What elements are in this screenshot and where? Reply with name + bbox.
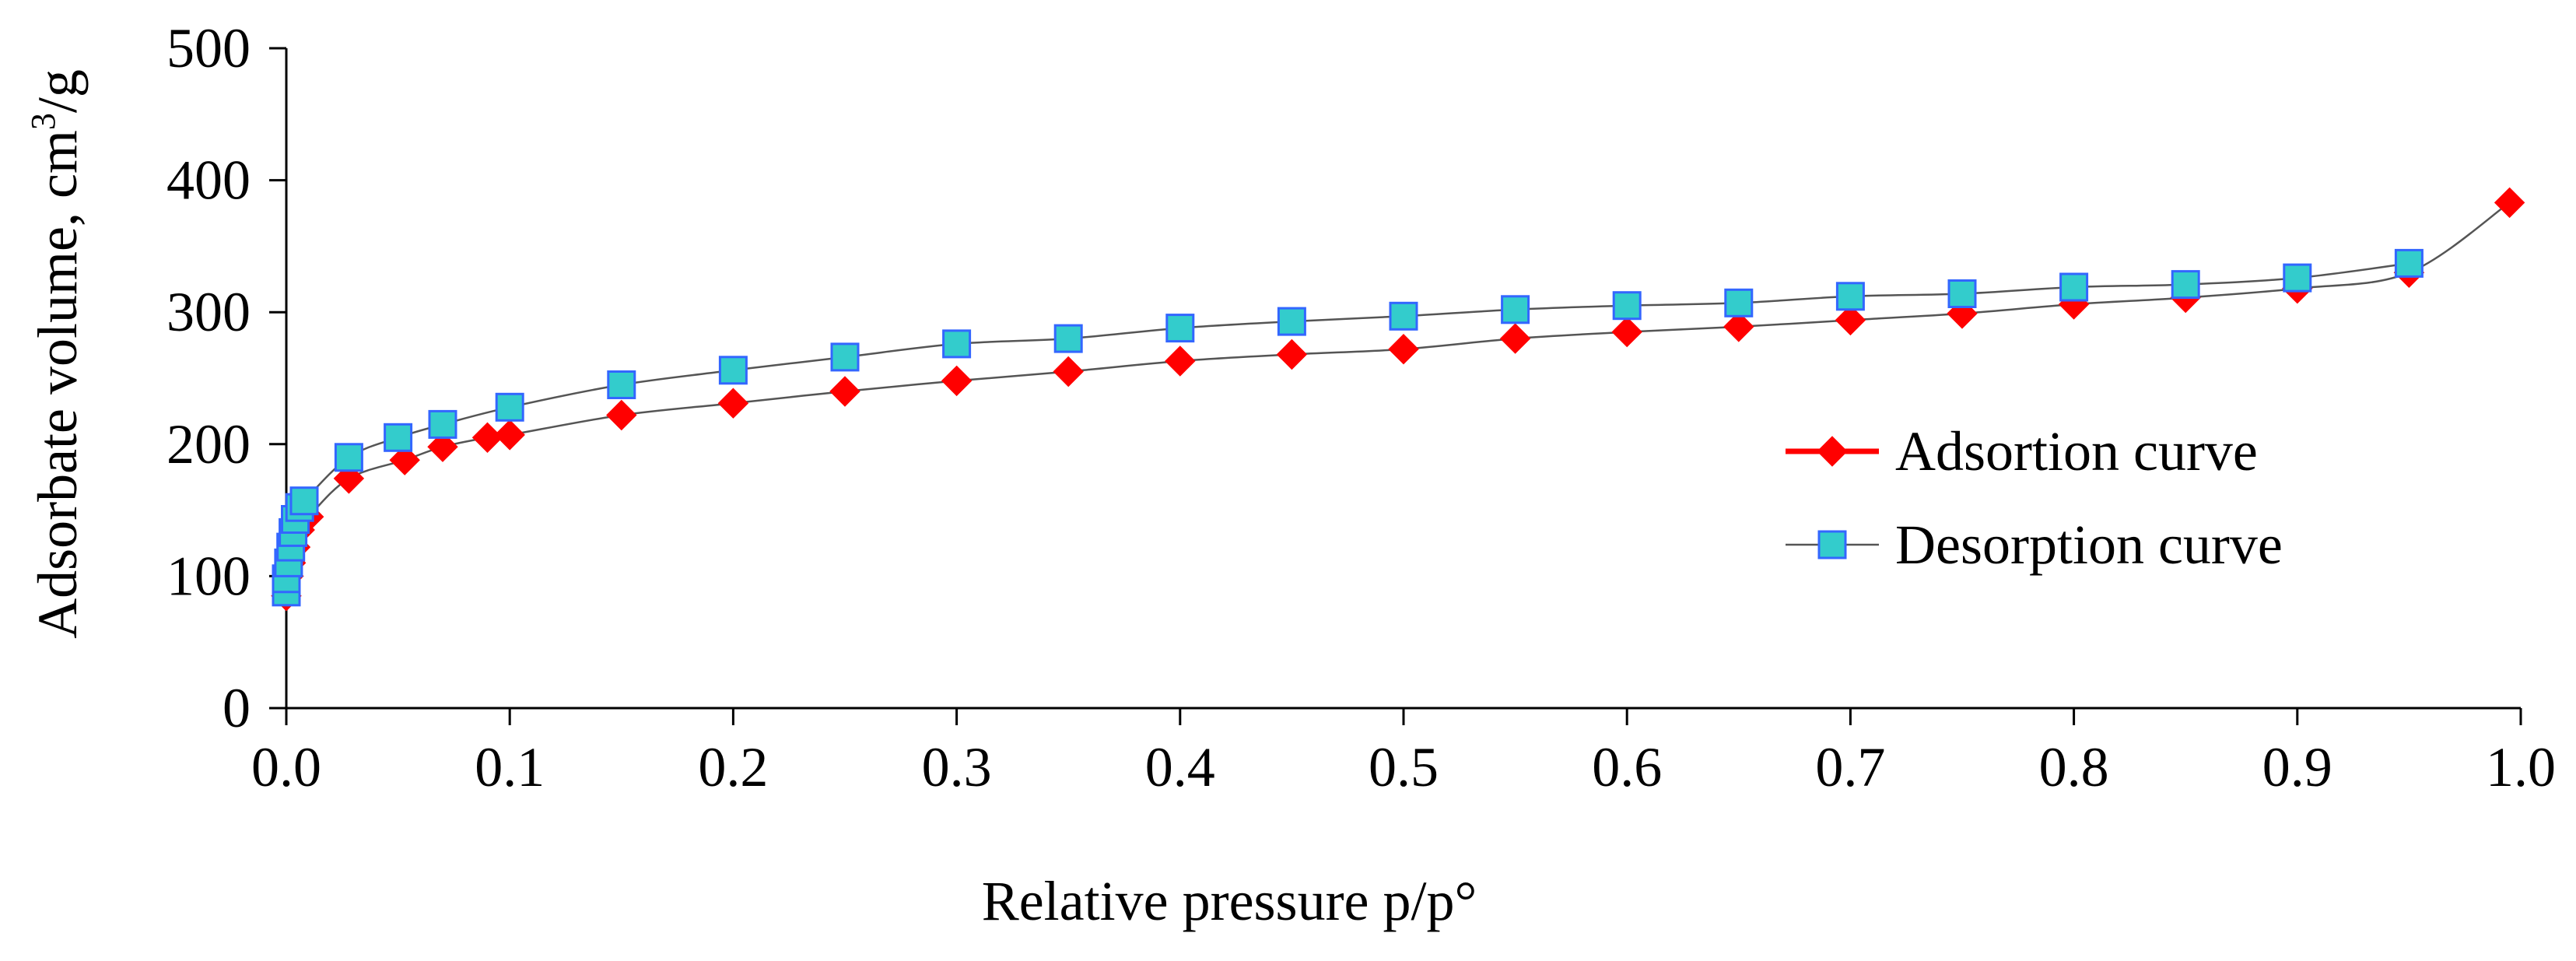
desorption-point bbox=[495, 392, 524, 422]
y-tick-label: 300 bbox=[166, 281, 251, 343]
desorption-point bbox=[2171, 270, 2200, 300]
x-tick-label: 0.6 bbox=[1592, 736, 1662, 798]
y-axis-title-superscript: 3 bbox=[24, 113, 62, 130]
desorption-point bbox=[2059, 272, 2089, 302]
adsorption-point bbox=[829, 376, 860, 407]
legend-adsorption-marker bbox=[1817, 436, 1848, 467]
desorption-point bbox=[1947, 279, 1977, 308]
adsorption-point bbox=[1388, 333, 1419, 365]
desorption-point bbox=[1835, 282, 1865, 311]
desorption-point bbox=[2394, 248, 2424, 278]
x-tick-label: 0.2 bbox=[698, 736, 768, 798]
x-tick-label: 0.3 bbox=[922, 736, 992, 798]
adsorption-point bbox=[606, 399, 637, 431]
adsorption-point bbox=[1611, 316, 1642, 348]
legend-adsorption-label: Adsortion curve bbox=[1895, 420, 2258, 482]
legend-desorption-label: Desorption curve bbox=[1895, 514, 2283, 576]
desorption-point bbox=[428, 409, 457, 439]
desorption-point bbox=[607, 370, 636, 399]
adsorption-point bbox=[1835, 304, 1866, 336]
desorption-point bbox=[289, 486, 319, 516]
adsorption-point bbox=[717, 388, 749, 419]
y-tick-label: 400 bbox=[166, 149, 251, 212]
adsorption-point bbox=[1276, 338, 1308, 370]
desorption-point bbox=[830, 342, 860, 372]
desorption-point bbox=[334, 443, 363, 472]
desorption-point bbox=[1277, 307, 1306, 336]
desorption-point bbox=[718, 356, 748, 385]
adsorption-point bbox=[494, 419, 525, 451]
x-tick-label: 0.9 bbox=[2262, 736, 2332, 798]
desorption-point bbox=[2283, 263, 2312, 293]
desorption-point bbox=[1612, 291, 1642, 321]
x-tick-label: 0.5 bbox=[1369, 736, 1439, 798]
adsorption-point bbox=[1499, 323, 1531, 354]
x-tick-label: 1.0 bbox=[2486, 736, 2556, 798]
y-axis-title-unit: /g bbox=[26, 69, 89, 113]
y-tick-label: 0 bbox=[223, 677, 251, 739]
desorption-point bbox=[1724, 288, 1754, 317]
x-tick-label: 0.1 bbox=[475, 736, 545, 798]
desorption-point bbox=[1389, 301, 1418, 331]
x-tick-label: 0.4 bbox=[1145, 736, 1215, 798]
adsorption-point bbox=[427, 431, 458, 462]
desorption-point bbox=[1053, 324, 1083, 353]
adsorption-point bbox=[1723, 311, 1754, 342]
adsorption-point bbox=[1165, 345, 1196, 377]
desorption-point bbox=[1501, 295, 1530, 324]
adsorption-point bbox=[1053, 356, 1084, 388]
x-axis-title: Relative pressure p/p° bbox=[982, 870, 1477, 932]
adsorption-point bbox=[941, 365, 973, 397]
y-tick-label: 200 bbox=[166, 413, 251, 475]
markers bbox=[271, 187, 2525, 612]
x-tick-label: 0.7 bbox=[1815, 736, 1885, 798]
desorption-point bbox=[942, 329, 972, 359]
desorption-point bbox=[1165, 314, 1195, 343]
y-axis-title-main: Adsorbate volume, cm bbox=[26, 130, 89, 639]
y-axis-title: Adsorbate volume, cm3/g bbox=[24, 69, 89, 639]
x-tick-label: 0.0 bbox=[251, 736, 321, 798]
adsorption-point bbox=[389, 444, 420, 475]
legend: Adsortion curve Desorption curve bbox=[1786, 420, 2283, 576]
x-tick-label: 0.8 bbox=[2039, 736, 2109, 798]
y-tick-label: 500 bbox=[166, 17, 251, 79]
y-tick-label: 100 bbox=[166, 545, 251, 607]
legend-desorption-marker bbox=[1817, 530, 1847, 559]
adsorption-point bbox=[2494, 187, 2525, 219]
desorption-point bbox=[384, 423, 413, 452]
axes: 0 100 200 300 400 500 0.0 0.1 0.2 0.3 0.4 0.5 0.6 0.7… bbox=[166, 17, 2556, 798]
